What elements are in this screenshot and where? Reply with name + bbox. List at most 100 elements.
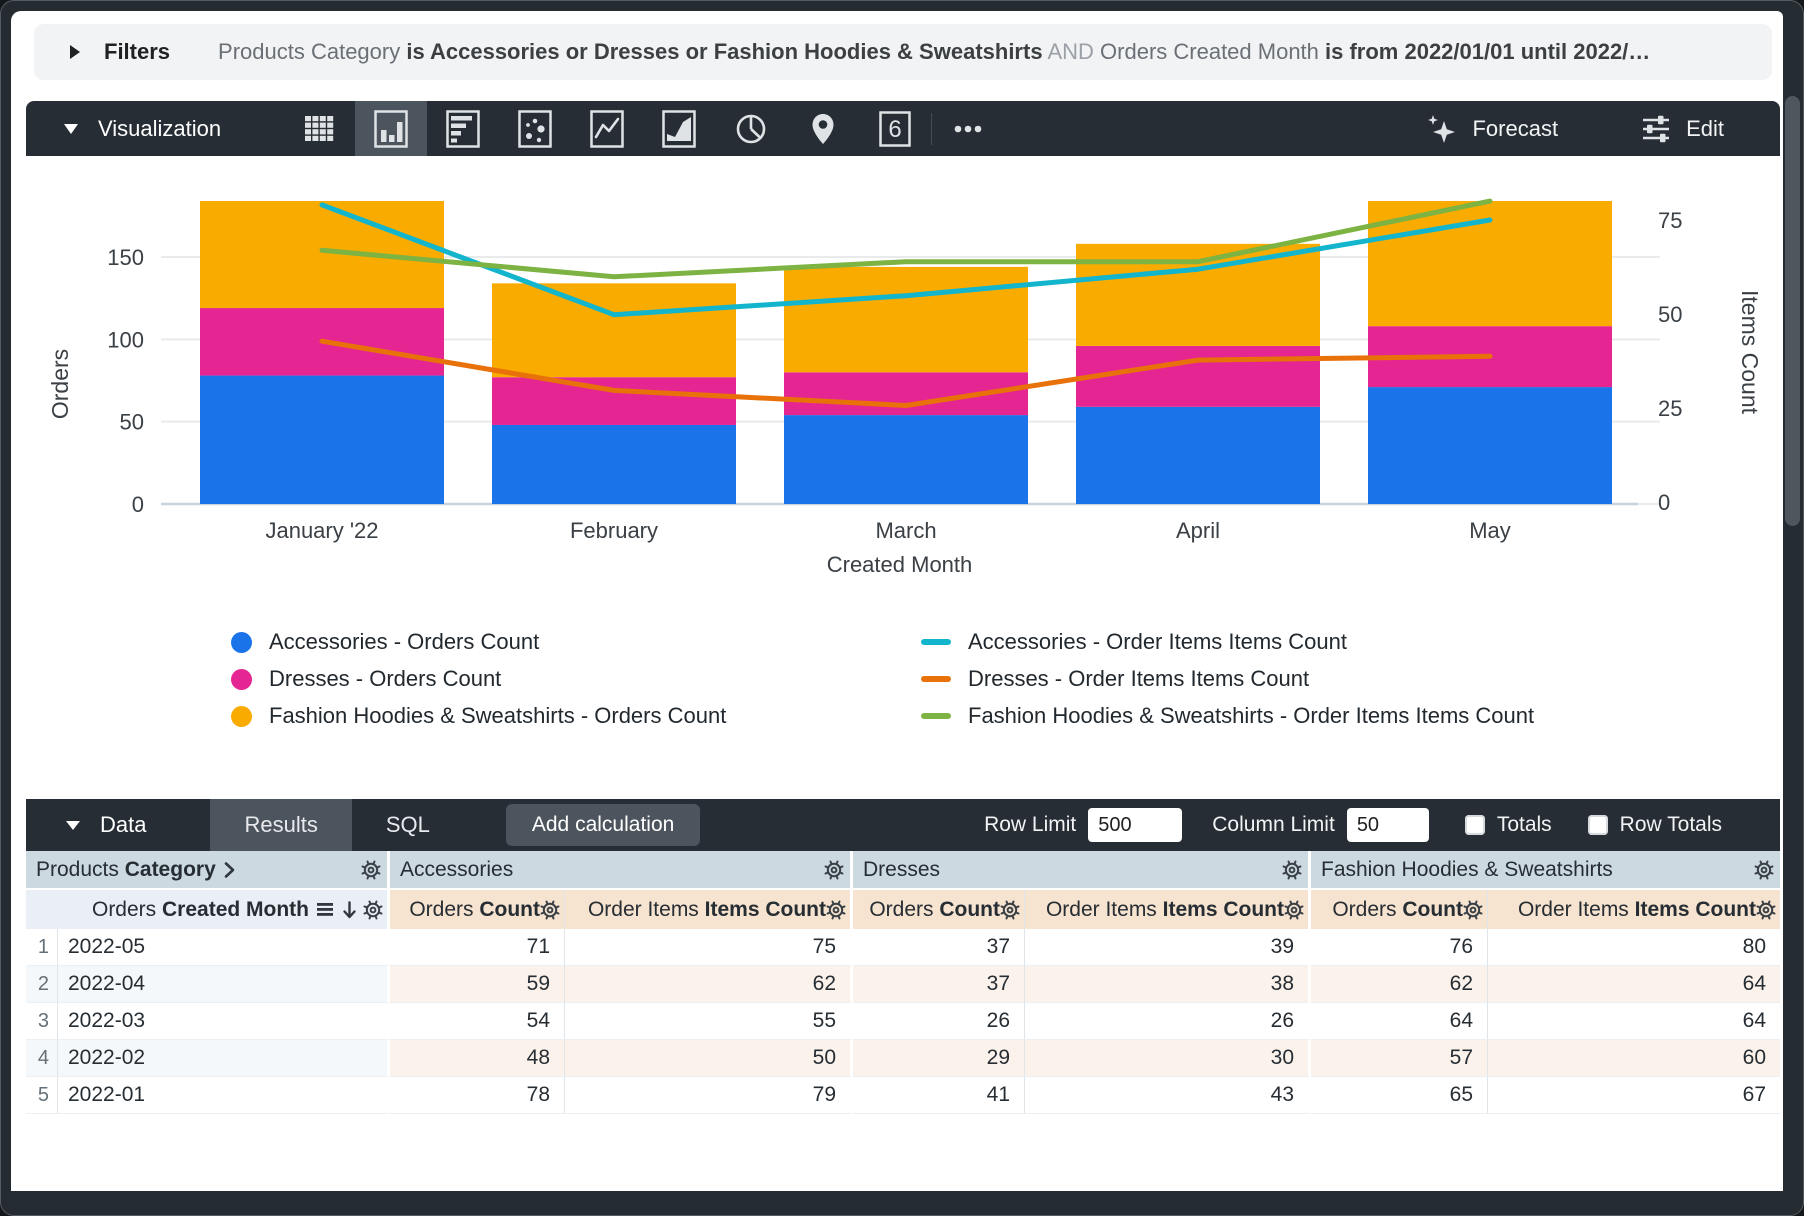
tab-results[interactable]: Results [210, 799, 352, 851]
group-label: Dresses [863, 857, 941, 881]
filters-bar[interactable]: Filters Products Category is Accessories… [34, 24, 1772, 80]
forecast-button[interactable]: Forecast [1416, 112, 1558, 146]
edit-button[interactable]: Edit [1632, 113, 1724, 145]
column-group-header[interactable]: Dresses [853, 851, 1311, 890]
svg-text:Orders: Orders [47, 349, 73, 419]
gear-icon[interactable] [1000, 900, 1020, 920]
gear-icon[interactable] [1756, 900, 1776, 920]
measure-cell: 64 [1488, 1003, 1780, 1040]
measure-cell: 67 [1488, 1077, 1780, 1114]
column-limit-input[interactable] [1346, 808, 1429, 842]
gear-icon[interactable] [363, 900, 383, 920]
filter-segment: Products Category [218, 39, 407, 64]
bar-segment[interactable] [492, 283, 736, 378]
bar-segment[interactable] [1076, 243, 1320, 346]
measure-cell: 54 [390, 1003, 565, 1040]
header-text-bold: Created Month [162, 897, 309, 921]
bar-segment[interactable] [1076, 406, 1320, 504]
row-number-cell: 5 [26, 1077, 58, 1114]
bar-segment[interactable] [200, 201, 444, 309]
add-calculation-button[interactable]: Add calculation [505, 804, 701, 846]
sort-desc-arrow-icon[interactable] [342, 900, 357, 919]
measure-header[interactable]: Orders Count [853, 890, 1025, 929]
measure-cell: 43 [1025, 1077, 1311, 1114]
visualization-collapse-caret-icon[interactable] [64, 123, 78, 134]
bar-segment[interactable] [784, 415, 1028, 504]
gear-icon[interactable] [1284, 900, 1304, 920]
measure-cell: 48 [390, 1040, 565, 1077]
line-series[interactable] [319, 198, 1493, 280]
tab-sql[interactable]: SQL [385, 812, 430, 837]
measure-cell: 37 [853, 966, 1025, 1003]
visualization-title: Visualization [98, 115, 222, 141]
bar-segment[interactable] [1076, 345, 1320, 407]
column-group-header-products-category[interactable]: Products Category [26, 851, 390, 890]
legend-item[interactable]: Dresses - Orders Count [231, 666, 726, 692]
filters-expand-caret-icon[interactable] [70, 45, 80, 59]
measure-cell: 75 [565, 929, 853, 966]
legend-item[interactable]: Fashion Hoodies & Sweatshirts - Orders C… [231, 703, 726, 729]
viz-icon-line[interactable] [571, 101, 643, 156]
measure-header[interactable]: Order Items Items Count [1488, 890, 1780, 929]
viz-icon-column[interactable] [355, 101, 428, 156]
measure-cell: 39 [1025, 929, 1311, 966]
data-collapse-caret-icon[interactable] [66, 820, 80, 830]
gear-icon[interactable] [1463, 900, 1483, 920]
bar-segment[interactable] [200, 375, 444, 504]
viz-icon-area[interactable] [643, 101, 715, 156]
gear-icon[interactable] [361, 860, 381, 880]
toolbar-divider [931, 112, 933, 145]
legend-item[interactable]: Accessories - Orders Count [231, 629, 726, 655]
reorder-list-icon[interactable] [317, 902, 334, 917]
viz-icon-bar[interactable] [427, 101, 499, 156]
measure-header[interactable]: Orders Count [390, 890, 565, 929]
viz-icon-scatter[interactable] [499, 101, 571, 156]
chart-region: Accessories - Orders Count Dresses - Orde… [26, 156, 1780, 796]
measure-header[interactable]: Orders Count [1311, 890, 1488, 929]
viz-icon-table[interactable] [283, 101, 355, 156]
svg-text:75: 75 [1658, 208, 1682, 233]
group-label: Accessories [400, 857, 514, 881]
column-group-header[interactable]: Accessories [390, 851, 853, 890]
header-text-bold: Items Count [1634, 897, 1756, 921]
filters-summary: Products Category is Accessories or Dres… [218, 39, 1650, 65]
row-totals-checkbox[interactable] [1587, 815, 1608, 835]
dimension-header-orders-created-month[interactable]: Orders Created Month [26, 890, 390, 929]
bar-segment[interactable] [784, 266, 1028, 373]
gear-icon[interactable] [540, 900, 560, 920]
row-limit-input[interactable] [1088, 808, 1183, 842]
row-number-cell: 4 [26, 1040, 58, 1077]
measure-cell: 59 [390, 966, 565, 1003]
legend-item[interactable]: Dresses - Order Items Items Count [921, 666, 1534, 692]
chevron-right-icon[interactable] [224, 861, 236, 879]
totals-checkbox[interactable] [1464, 815, 1485, 835]
viz-icon-pie[interactable] [715, 101, 787, 156]
filters-title: Filters [104, 39, 171, 64]
dimension-cell: 2022-04 [58, 966, 390, 1003]
legend-item[interactable]: Accessories - Order Items Items Count [921, 629, 1534, 655]
gear-icon[interactable] [824, 860, 844, 880]
header-text-bold: Items Count [1162, 897, 1284, 921]
measure-header[interactable]: Order Items Items Count [565, 890, 853, 929]
vertical-scrollbar-thumb[interactable] [1785, 96, 1800, 526]
gear-icon[interactable] [826, 900, 846, 920]
viz-icon-more[interactable] [932, 101, 1004, 156]
bar-segment[interactable] [492, 377, 736, 425]
column-group-header[interactable]: Fashion Hoodies & Sweatshirts [1311, 851, 1780, 890]
bar-segment[interactable] [1368, 387, 1612, 504]
svg-text:January '22: January '22 [265, 518, 378, 543]
header-text: Order Items [1517, 897, 1635, 921]
measure-cell: 62 [565, 966, 853, 1003]
gear-icon[interactable] [1282, 860, 1302, 880]
measure-cell: 57 [1311, 1040, 1488, 1077]
legend-item[interactable]: Fashion Hoodies & Sweatshirts - Order It… [921, 703, 1534, 729]
viz-icon-single-value[interactable]: 6 [859, 101, 931, 156]
line-series[interactable] [319, 338, 1493, 408]
legend-label: Dresses - Order Items Items Count [968, 666, 1310, 691]
viz-icon-map[interactable] [787, 101, 859, 156]
gear-icon[interactable] [1754, 860, 1774, 880]
bar-segment[interactable] [492, 424, 736, 504]
measure-header[interactable]: Order Items Items Count [1025, 890, 1311, 929]
dimension-cell: 2022-05 [58, 929, 390, 966]
line-series[interactable] [319, 202, 1493, 318]
